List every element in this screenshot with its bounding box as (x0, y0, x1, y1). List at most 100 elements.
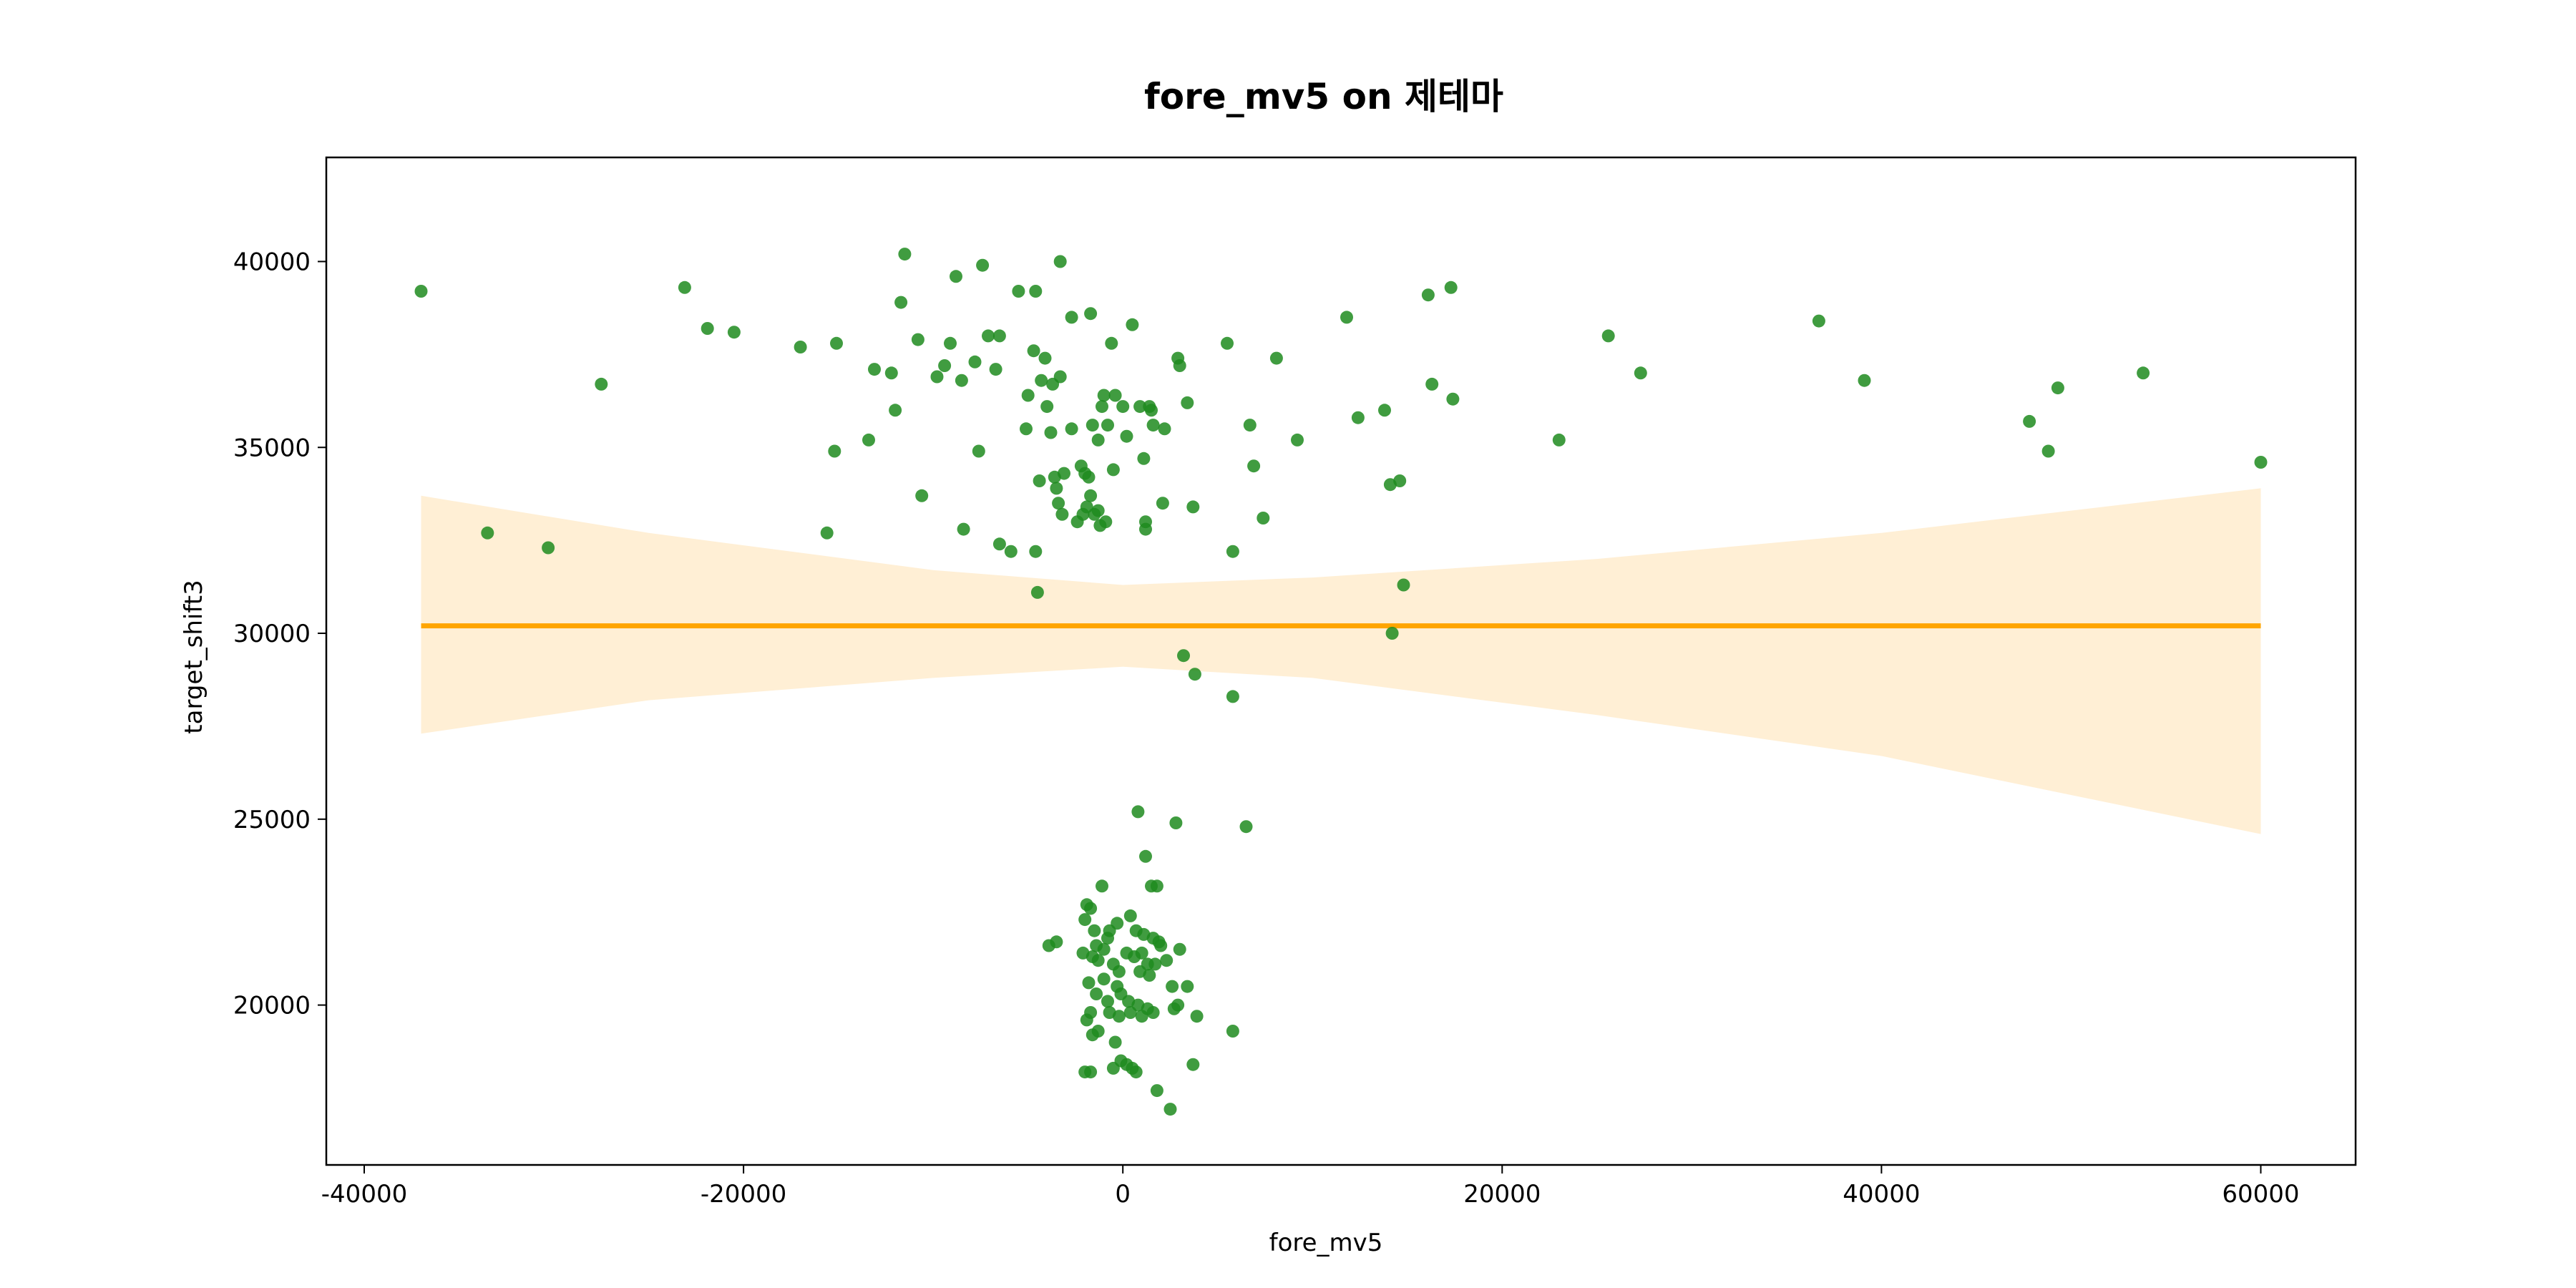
data-point (1091, 954, 1105, 967)
data-point (1084, 902, 1098, 915)
data-point (1186, 500, 1200, 514)
data-point (1226, 1025, 1239, 1038)
plot-frame (325, 156, 2357, 1166)
data-point (1137, 452, 1151, 465)
data-point (830, 336, 843, 350)
data-point (542, 541, 555, 555)
data-point (1190, 1010, 1204, 1023)
data-point (2137, 366, 2150, 380)
data-point (1084, 307, 1098, 321)
data-point (1291, 433, 1304, 447)
data-point (1173, 942, 1186, 956)
data-point (1154, 939, 1168, 952)
data-point (1143, 969, 1156, 982)
data-point (1243, 419, 1257, 432)
data-point (1053, 370, 1067, 384)
data-point (1097, 389, 1111, 402)
data-point (1858, 374, 1871, 387)
data-point (1012, 285, 1025, 298)
data-point (2051, 381, 2064, 395)
data-point (1166, 980, 1179, 993)
data-point (944, 336, 957, 350)
data-point (2023, 414, 2036, 428)
data-point (1171, 998, 1185, 1012)
data-point (1421, 288, 1435, 302)
x-tick-label: -40000 (321, 1180, 407, 1209)
data-point (1052, 497, 1065, 510)
data-point (1099, 515, 1113, 529)
data-point (1038, 351, 1052, 365)
data-point (915, 489, 929, 502)
data-point (1444, 280, 1458, 294)
data-point (1055, 507, 1069, 521)
data-point (481, 526, 494, 540)
y-tick-label: 25000 (233, 806, 311, 834)
y-tick-label: 20000 (233, 992, 311, 1020)
data-point (1181, 980, 1194, 993)
data-point (1085, 419, 1099, 432)
data-point (976, 258, 990, 272)
data-point (1173, 359, 1186, 372)
data-point (1020, 422, 1033, 436)
data-point (1148, 957, 1162, 971)
data-point (1096, 400, 1108, 414)
data-point (1397, 578, 1410, 592)
data-point (1634, 366, 1647, 380)
plot-area (325, 156, 2357, 1166)
data-point (884, 366, 898, 380)
data-point (862, 433, 875, 447)
data-point (1108, 1035, 1122, 1049)
data-point (1091, 504, 1105, 517)
data-point (957, 522, 970, 536)
data-point (982, 329, 995, 343)
data-point (1186, 1058, 1200, 1071)
data-point (1084, 1065, 1098, 1079)
data-point (1156, 497, 1169, 510)
data-point (1385, 627, 1399, 640)
data-point (1257, 512, 1270, 525)
x-tick-label: 40000 (1843, 1180, 1920, 1209)
data-point (1123, 1006, 1137, 1019)
y-tick-label: 40000 (233, 248, 311, 276)
data-point (1050, 482, 1063, 495)
data-point (1082, 976, 1096, 990)
data-point (930, 370, 944, 384)
data-point (2041, 444, 2055, 458)
y-tick-label: 35000 (233, 434, 311, 462)
data-point (1030, 585, 1044, 599)
x-tick-label: 60000 (2222, 1180, 2299, 1209)
data-point (1112, 965, 1126, 978)
data-point (1188, 668, 1201, 681)
data-point (1116, 400, 1130, 414)
data-point (938, 359, 952, 372)
data-point (1108, 389, 1122, 402)
data-point (898, 248, 912, 261)
data-point (989, 363, 1002, 376)
data-point (1146, 419, 1160, 432)
data-point (1101, 995, 1114, 1008)
data-point (1040, 400, 1054, 414)
data-point (1096, 879, 1108, 893)
data-point (794, 341, 807, 353)
data-point (1101, 932, 1114, 945)
data-point (1084, 489, 1098, 502)
data-point (1150, 1084, 1163, 1098)
data-point (1181, 396, 1194, 409)
data-point (1065, 422, 1078, 436)
data-point (1033, 474, 1046, 487)
data-point (1158, 422, 1171, 436)
data-point (1080, 1013, 1093, 1027)
data-point (1145, 404, 1158, 417)
data-point (1139, 849, 1152, 863)
data-point (1058, 467, 1070, 480)
data-point (1812, 314, 1825, 328)
data-point (1150, 879, 1163, 893)
data-point (1120, 429, 1133, 443)
data-point (1097, 972, 1111, 986)
data-point (1029, 285, 1043, 298)
y-axis-ticks: 20000 25000 30000 35000 40000 (233, 248, 326, 1020)
data-point (2254, 456, 2268, 469)
data-points (414, 248, 2268, 1116)
data-point (1129, 1065, 1143, 1079)
data-point (1088, 924, 1101, 937)
